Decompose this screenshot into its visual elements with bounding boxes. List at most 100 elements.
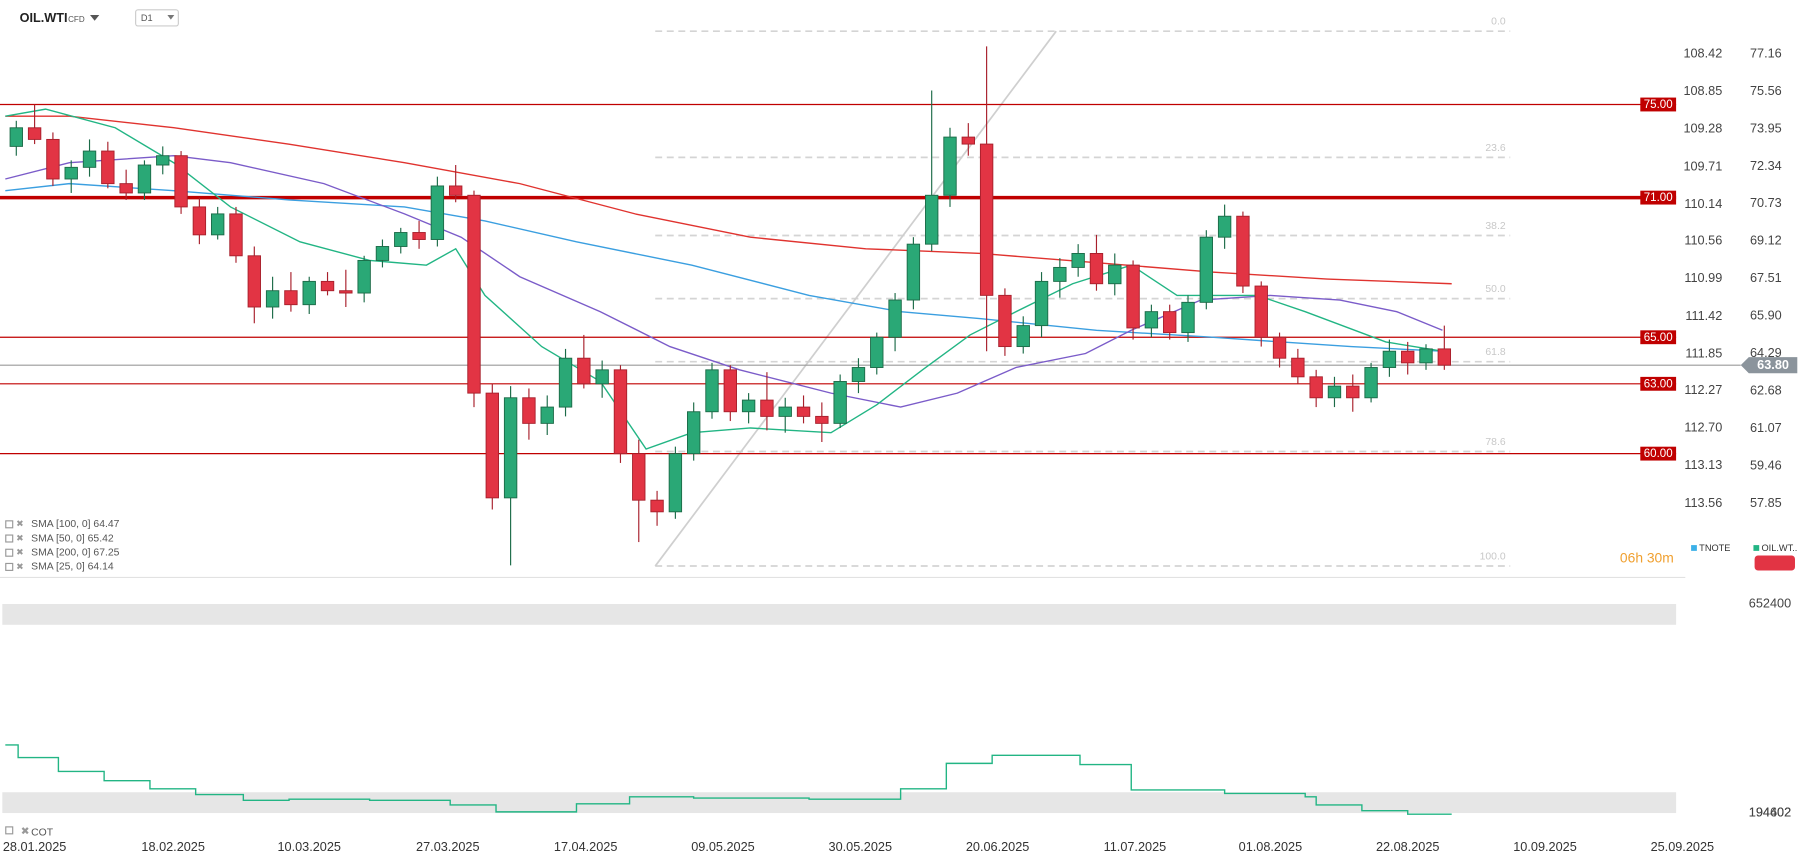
y2-tick-label: 111.42 (1685, 309, 1722, 323)
level-label: 71.00 (1644, 192, 1673, 204)
x-tick-label: 10.09.2025 (1513, 840, 1576, 854)
indicator-line (5, 744, 1452, 815)
overlay-legend-swatch (1691, 545, 1697, 551)
candle-body (357, 259, 371, 294)
x-tick-label: 09.05.2025 (691, 840, 754, 854)
candle-body (998, 294, 1012, 348)
candle-body (778, 406, 792, 417)
timeframe[interactable]: D1 (141, 13, 153, 23)
candle-body (851, 367, 866, 382)
y2-tick-label: 111.85 (1685, 346, 1722, 360)
sell-button[interactable] (1754, 555, 1795, 571)
candle-body (247, 255, 261, 308)
y2-tick-label: 110.14 (1684, 197, 1722, 211)
candle-body (1327, 385, 1342, 399)
current-price-tag (1740, 357, 1798, 374)
candle-body (1089, 253, 1104, 285)
candle-body (503, 397, 518, 499)
y2-tick-label: 113.13 (1684, 458, 1722, 472)
candle-body (302, 280, 316, 306)
candle-body (1309, 376, 1323, 399)
y2-tick-label: 110.99 (1684, 271, 1722, 285)
y-tick-label: 652400 (1749, 596, 1791, 610)
candle-body (888, 299, 902, 338)
trend-line (654, 30, 1057, 567)
candle-body (284, 290, 298, 306)
candle-body (796, 406, 811, 417)
dropdown-caret[interactable] (167, 15, 175, 20)
candle-body (1254, 285, 1268, 338)
legend-entry: SMA [200, 0] 67.25 (31, 547, 119, 558)
candle-body (1126, 264, 1140, 329)
candle-body (1382, 350, 1397, 368)
indicator-icon[interactable] (5, 826, 14, 835)
legend-close: ✖ (16, 561, 24, 571)
overlay-legend-swatch (1753, 545, 1760, 551)
candle-body (485, 392, 499, 499)
x-tick-label: 25.09.2025 (1651, 840, 1714, 854)
current-price-label: 63.80 (1757, 358, 1789, 372)
y2-tick-label: 110.56 (1684, 234, 1722, 248)
candle-body (156, 155, 170, 166)
candle-body (229, 213, 243, 257)
candle-body (1364, 367, 1378, 399)
candle-body (174, 155, 188, 208)
y2-tick-label: 109.71 (1683, 159, 1722, 173)
timeframe-box[interactable] (135, 9, 179, 27)
candle-body (448, 185, 463, 196)
y-tick-label: 72.34 (1750, 159, 1782, 173)
level-label: 65.00 (1644, 332, 1673, 344)
candle-body (760, 399, 774, 417)
indicator-close[interactable]: ✖ (21, 826, 30, 837)
sma-line (5, 115, 1452, 285)
dropdown-caret[interactable] (90, 15, 100, 21)
candle-body (943, 136, 957, 196)
y-tick-label: 70.73 (1750, 196, 1782, 210)
legend-icon (5, 520, 14, 529)
level-tag (1640, 190, 1677, 205)
candle-body (632, 453, 646, 501)
x-tick-label: 17.04.2025 (554, 840, 617, 854)
candle-body (705, 369, 719, 413)
candle-body (192, 206, 207, 236)
legend-entry: SMA [25, 0] 64.14 (31, 562, 114, 573)
candle-body (1437, 348, 1452, 366)
candle-body (210, 213, 225, 236)
sma-line (5, 182, 1443, 352)
level-label: 75.00 (1644, 99, 1673, 111)
y-tick-label: 62.68 (1750, 384, 1782, 398)
candle-body (320, 280, 335, 292)
candle-body (412, 232, 426, 240)
candle-body (394, 232, 408, 247)
x-tick-label: 27.03.2025 (416, 840, 479, 854)
candle-body (613, 369, 628, 455)
x-tick-label: 18.02.2025 (141, 840, 204, 854)
legend-close: ✖ (16, 547, 24, 557)
candle-body (979, 143, 994, 296)
candle-body (1419, 348, 1433, 364)
candle-body (650, 499, 664, 513)
candle-body (467, 194, 481, 394)
overlay-legend-label: OIL.WT.. (1762, 543, 1798, 553)
level-label: 60.00 (1644, 448, 1673, 460)
symbol[interactable]: OIL.WTI (20, 11, 68, 25)
level-tag (1640, 97, 1677, 112)
candle-body (1217, 215, 1232, 238)
indicator-label: COT (31, 827, 54, 838)
candle-body (870, 336, 884, 368)
y-tick-label: 67.51 (1750, 271, 1782, 285)
legend-close: ✖ (16, 519, 24, 529)
y2-tick-label: 108.85 (1683, 84, 1722, 98)
candle-body (375, 246, 390, 261)
y-tick-label: 194402 (1749, 805, 1791, 819)
level-tag (1640, 330, 1677, 345)
candle-body (9, 127, 23, 147)
x-tick-label: 11.07.2025 (1104, 840, 1167, 854)
candle-body (1034, 280, 1049, 327)
candle-body (833, 381, 847, 424)
y-tick-label: 73.95 (1750, 121, 1782, 135)
candle-body (46, 138, 60, 180)
fib-label: 61.8 (1485, 347, 1505, 358)
